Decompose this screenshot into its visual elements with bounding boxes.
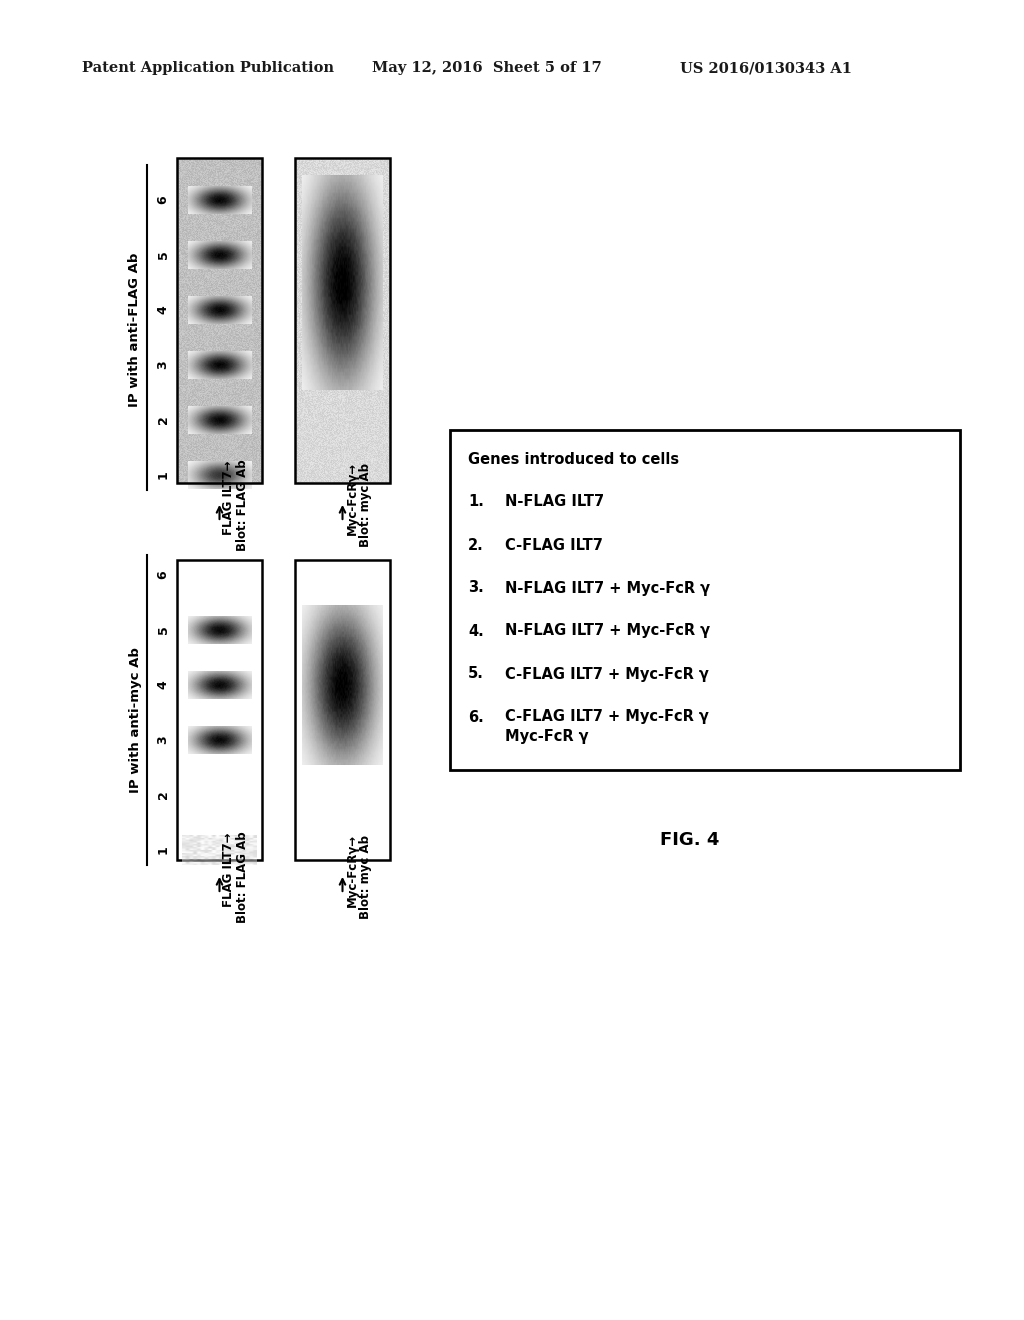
Text: IP with anti-myc Ab: IP with anti-myc Ab bbox=[128, 647, 141, 793]
Text: FLAG ILT7→: FLAG ILT7→ bbox=[222, 833, 236, 907]
Text: 2: 2 bbox=[157, 416, 170, 424]
Text: FIG. 4: FIG. 4 bbox=[660, 832, 720, 849]
Text: N-FLAG ILT7: N-FLAG ILT7 bbox=[505, 495, 604, 510]
Text: 4.: 4. bbox=[468, 623, 483, 639]
Text: 5: 5 bbox=[157, 626, 170, 635]
Text: 4: 4 bbox=[157, 306, 170, 314]
Text: 5: 5 bbox=[157, 251, 170, 259]
Bar bbox=[450, 430, 961, 770]
Bar bbox=[295, 560, 390, 861]
Text: 2.: 2. bbox=[468, 537, 483, 553]
Bar bbox=[177, 560, 262, 861]
Text: Patent Application Publication: Patent Application Publication bbox=[82, 61, 334, 75]
Text: 5.: 5. bbox=[468, 667, 484, 681]
Text: May 12, 2016  Sheet 5 of 17: May 12, 2016 Sheet 5 of 17 bbox=[372, 61, 602, 75]
Text: US 2016/0130343 A1: US 2016/0130343 A1 bbox=[680, 61, 852, 75]
Text: 2: 2 bbox=[157, 791, 170, 800]
Text: C-FLAG ILT7: C-FLAG ILT7 bbox=[505, 537, 603, 553]
Text: N-FLAG ILT7 + Myc-FcR γ: N-FLAG ILT7 + Myc-FcR γ bbox=[505, 581, 710, 595]
Text: 3.: 3. bbox=[468, 581, 483, 595]
Text: 1.: 1. bbox=[468, 495, 484, 510]
Text: Myc-FcR γ: Myc-FcR γ bbox=[505, 730, 589, 744]
Text: Blot: FLAG Ab: Blot: FLAG Ab bbox=[236, 832, 249, 923]
Text: IP with anti-FLAG Ab: IP with anti-FLAG Ab bbox=[128, 253, 141, 407]
Text: 3: 3 bbox=[157, 360, 170, 370]
Text: C-FLAG ILT7 + Myc-FcR γ: C-FLAG ILT7 + Myc-FcR γ bbox=[505, 710, 709, 725]
Bar bbox=[177, 158, 262, 483]
Text: Blot: myc Ab: Blot: myc Ab bbox=[358, 836, 372, 919]
Text: FLAG ILT7→: FLAG ILT7→ bbox=[222, 461, 236, 535]
Text: 4: 4 bbox=[157, 681, 170, 689]
Text: 1: 1 bbox=[157, 846, 170, 854]
Text: 6: 6 bbox=[157, 570, 170, 579]
Text: N-FLAG ILT7 + Myc-FcR γ: N-FLAG ILT7 + Myc-FcR γ bbox=[505, 623, 710, 639]
Text: 3: 3 bbox=[157, 735, 170, 744]
Text: Myc-FcRγ→: Myc-FcRγ→ bbox=[345, 833, 358, 907]
Text: Myc-FcRγ→: Myc-FcRγ→ bbox=[345, 462, 358, 535]
Text: Blot: FLAG Ab: Blot: FLAG Ab bbox=[236, 459, 249, 550]
Text: Blot: myc Ab: Blot: myc Ab bbox=[358, 463, 372, 546]
Text: 1: 1 bbox=[157, 471, 170, 479]
Bar bbox=[295, 158, 390, 483]
Text: C-FLAG ILT7 + Myc-FcR γ: C-FLAG ILT7 + Myc-FcR γ bbox=[505, 667, 709, 681]
Text: 6.: 6. bbox=[468, 710, 483, 725]
Text: 6: 6 bbox=[157, 195, 170, 205]
Text: Genes introduced to cells: Genes introduced to cells bbox=[468, 453, 679, 467]
